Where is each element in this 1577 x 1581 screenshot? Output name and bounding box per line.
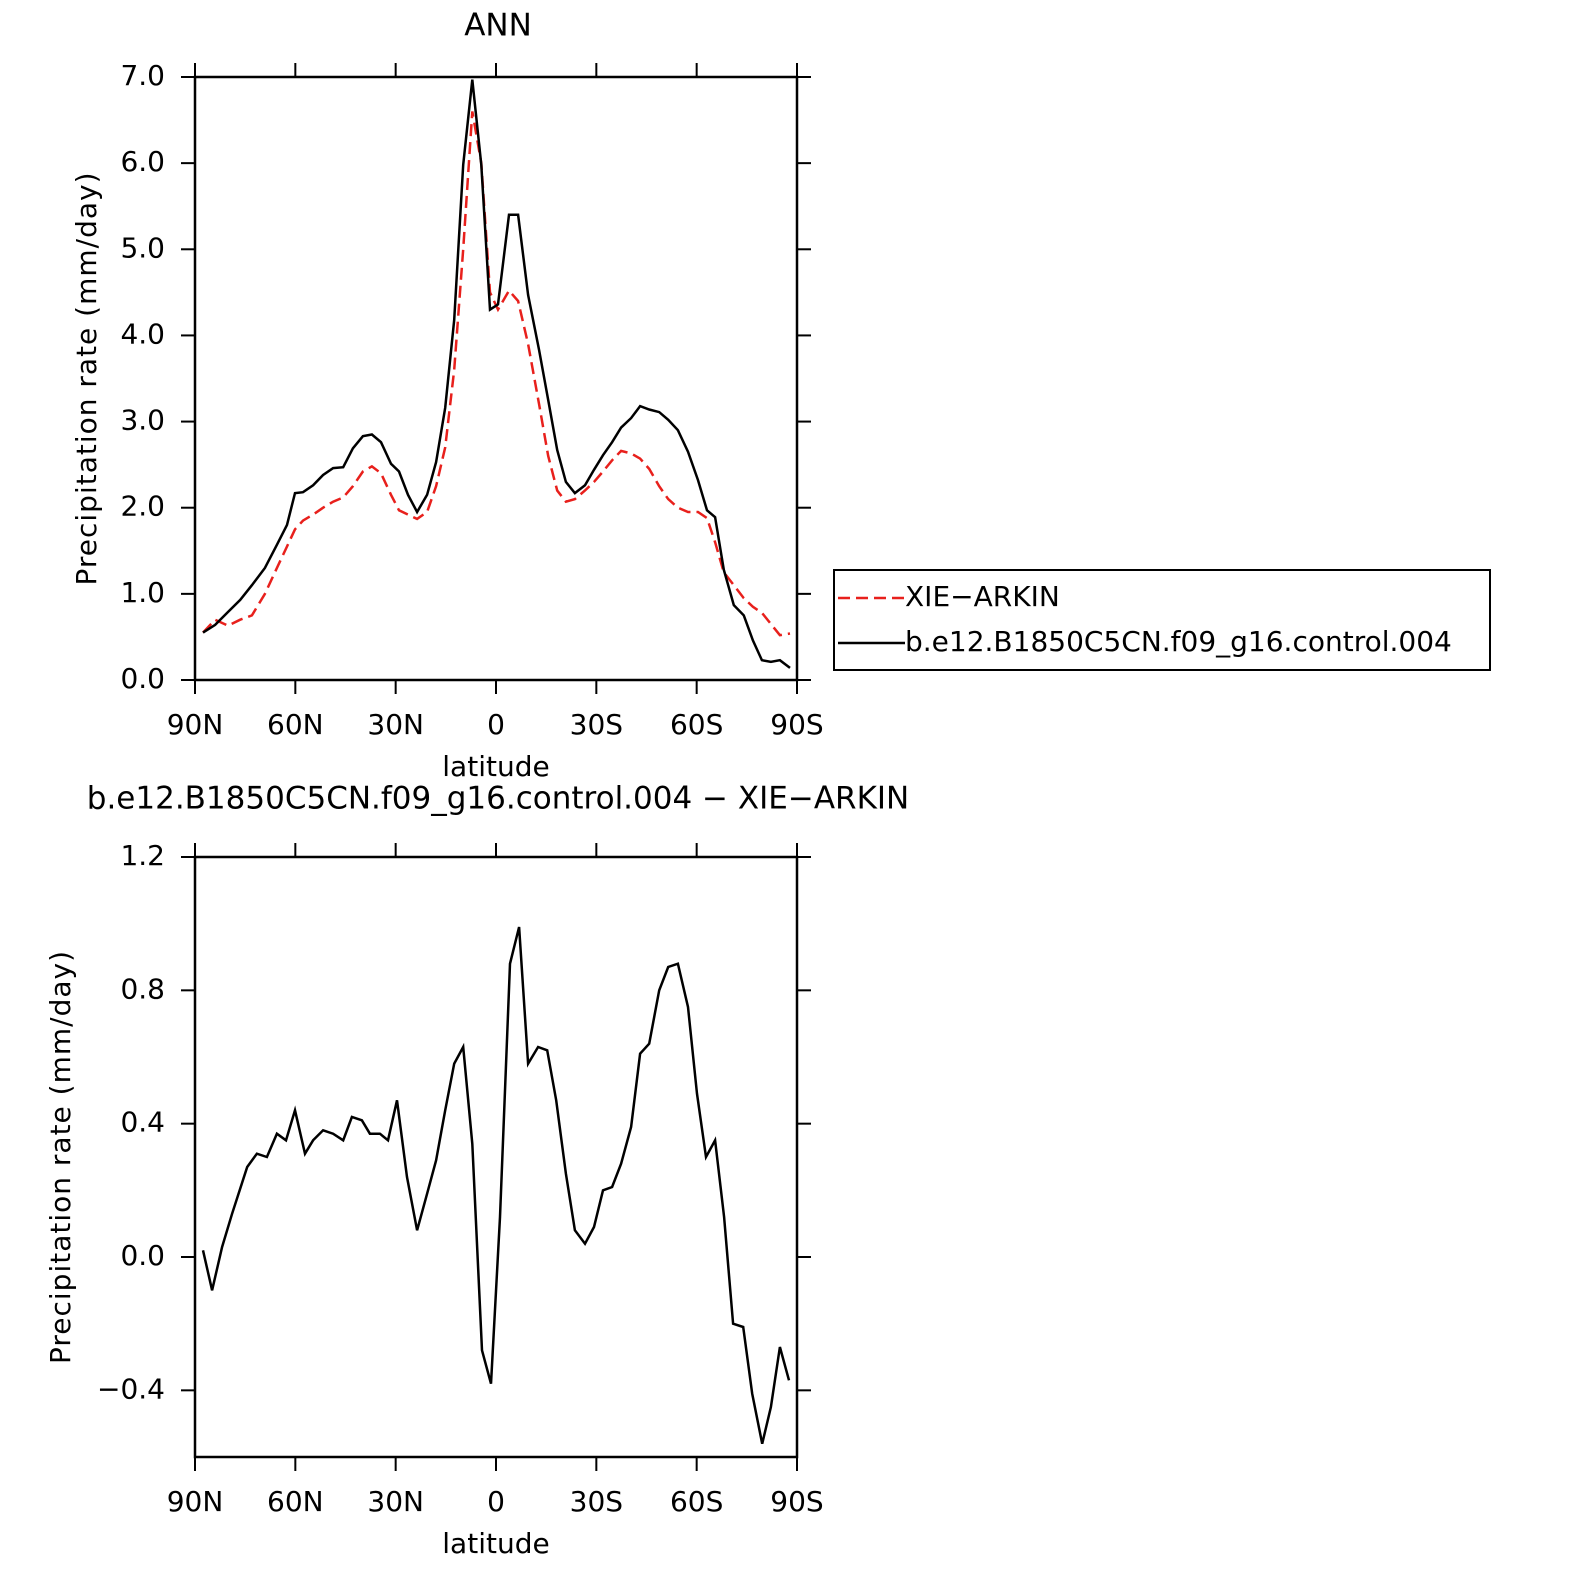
y-tick-label: 7.0 xyxy=(120,59,165,92)
x-tick-label: 30N xyxy=(367,1485,424,1518)
x-tick-label: 90N xyxy=(167,708,224,741)
x-tick-label: 90S xyxy=(770,708,823,741)
y-tick-label: 0.0 xyxy=(120,662,165,695)
x-tick-label: 30S xyxy=(570,1485,623,1518)
x-tick-label: 60S xyxy=(670,708,723,741)
y-tick-label: 2.0 xyxy=(120,490,165,523)
x-tick-label: 60S xyxy=(670,1485,723,1518)
chart-title: b.e12.B1850C5CN.f09_g16.control.004 − XI… xyxy=(87,781,909,817)
x-tick-label: 60N xyxy=(267,1485,324,1518)
x-tick-label: 30S xyxy=(570,708,623,741)
x-axis-label: latitude xyxy=(442,750,549,783)
x-axis-label: latitude xyxy=(442,1527,549,1560)
y-tick-label: 4.0 xyxy=(120,317,165,350)
legend-box xyxy=(833,569,1491,671)
data-line xyxy=(202,111,791,637)
y-tick-label: 0.8 xyxy=(120,972,165,1005)
legend-label: b.e12.B1850C5CN.f09_g16.control.004 xyxy=(905,625,1452,658)
y-tick-label: 5.0 xyxy=(120,231,165,264)
data-line xyxy=(201,926,791,1444)
y-axis-label: Precipitation rate (mm/day) xyxy=(44,950,77,1364)
y-axis-label: Precipitation rate (mm/day) xyxy=(70,171,103,585)
x-tick-label: 30N xyxy=(367,708,424,741)
x-tick-label: 0 xyxy=(487,1485,505,1518)
x-tick-label: 90S xyxy=(770,1485,823,1518)
data-line xyxy=(202,79,791,669)
plot-frame xyxy=(193,75,799,682)
x-tick-label: 60N xyxy=(267,708,324,741)
y-tick-label: 0.4 xyxy=(120,1106,165,1139)
legend-label: XIE−ARKIN xyxy=(905,580,1060,613)
x-tick-label: 0 xyxy=(487,708,505,741)
plot-frame xyxy=(193,855,799,1459)
y-tick-label: 6.0 xyxy=(120,145,165,178)
y-tick-label: 0.0 xyxy=(120,1239,165,1272)
y-tick-label: 3.0 xyxy=(120,404,165,437)
y-tick-label: −0.4 xyxy=(97,1372,165,1405)
chart-title: ANN xyxy=(464,8,532,44)
x-tick-label: 90N xyxy=(167,1485,224,1518)
y-tick-label: 1.2 xyxy=(120,839,165,872)
y-tick-label: 1.0 xyxy=(120,576,165,609)
